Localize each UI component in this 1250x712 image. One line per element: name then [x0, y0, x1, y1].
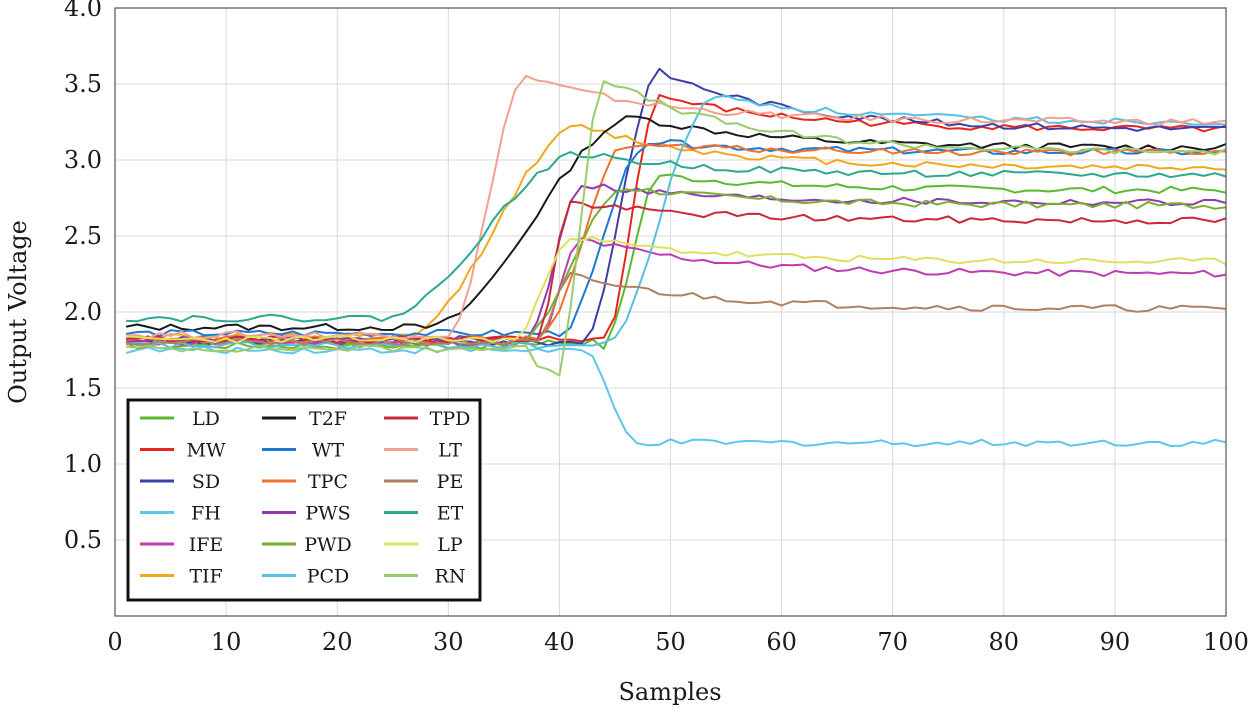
- x-axis-label: Samples: [618, 678, 721, 706]
- x-tick-label: 30: [433, 628, 464, 656]
- series-line-ld: [125, 173, 1227, 350]
- legend-label: RN: [435, 566, 466, 588]
- legend-label: IFE: [189, 534, 224, 556]
- legend-label: LD: [192, 408, 220, 430]
- legend-item: ET: [384, 503, 464, 525]
- legend-label: TPD: [430, 408, 471, 430]
- legend-item: LT: [384, 440, 462, 462]
- y-tick-label: 2.5: [64, 222, 102, 250]
- legend-label: T2F: [309, 408, 347, 430]
- y-tick-labels: 0.5 1.0 1.5 2.0 2.5 3.0 3.5 4.0: [64, 0, 102, 554]
- x-tick-label: 100: [1203, 628, 1249, 656]
- legend-label: LP: [437, 534, 463, 556]
- legend-box: [126, 398, 482, 602]
- series-lines: [125, 67, 1227, 448]
- legend-item: WT: [262, 440, 344, 462]
- legend-item: PCD: [262, 566, 349, 588]
- series-line-lt: [126, 74, 1227, 340]
- y-tick-label: 1.0: [64, 450, 102, 478]
- legend-item: T2F: [262, 408, 347, 430]
- x-tick-label: 20: [322, 628, 353, 656]
- series-line-pe: [126, 271, 1227, 347]
- legend-label: PWD: [304, 534, 352, 556]
- legend-label: FH: [191, 503, 221, 525]
- y-tick-label: 1.5: [64, 374, 102, 402]
- x-tick-label: 0: [107, 628, 122, 656]
- x-tick-label: 10: [211, 628, 242, 656]
- x-tick-label: 40: [544, 628, 575, 656]
- series-line-pwd: [125, 187, 1227, 350]
- legend-item: PE: [384, 471, 463, 493]
- x-tick-label: 50: [655, 628, 686, 656]
- legend-label: TIF: [189, 566, 222, 588]
- series-line-tif: [125, 124, 1227, 341]
- series-line-fh: [125, 345, 1227, 448]
- y-tick-label: 2.0: [64, 298, 102, 326]
- x-tick-labels: 0 10 20 30 40 50 60 70 80 90 100: [107, 628, 1249, 656]
- series-line-tpc: [125, 143, 1227, 344]
- series-line-pcd: [126, 94, 1227, 350]
- legend-label: PE: [437, 471, 464, 493]
- series-line-wt: [125, 139, 1227, 338]
- legend-item: IFE: [140, 534, 223, 556]
- legend-label: LT: [438, 440, 462, 462]
- legend-item: FH: [140, 503, 221, 525]
- legend-item: PWS: [262, 503, 351, 525]
- y-tick-label: 3.5: [64, 70, 102, 98]
- legend-item: LP: [384, 534, 463, 556]
- y-axis-label: Output Voltage: [4, 220, 32, 404]
- x-tick-label: 80: [989, 628, 1020, 656]
- legend-label: SD: [192, 471, 220, 493]
- series-line-et: [126, 151, 1227, 323]
- series-line-t2f: [125, 115, 1227, 332]
- legend-item: MW: [140, 440, 226, 462]
- legend-label: MW: [187, 440, 226, 462]
- legend-item: RN: [384, 566, 465, 588]
- x-tick-label: 60: [766, 628, 797, 656]
- legend-label: TPC: [308, 471, 348, 493]
- legend-label: ET: [437, 503, 464, 525]
- legend-item: LD: [140, 408, 220, 430]
- legend-label: PCD: [307, 566, 350, 588]
- x-tick-label: 70: [877, 628, 908, 656]
- legend: LD MW SD FH IFE TIF T2F WT TPC PWS PWD PCD TPD LT PE ET…: [126, 398, 482, 602]
- y-tick-label: 0.5: [64, 526, 102, 554]
- y-tick-label: 3.0: [64, 146, 102, 174]
- legend-label: WT: [312, 440, 345, 462]
- plot-frame: [114, 7, 1227, 617]
- legend-item: TIF: [140, 566, 223, 588]
- legend-item: PWD: [262, 534, 352, 556]
- legend-label: PWS: [305, 503, 350, 525]
- series-line-mw: [125, 94, 1227, 344]
- series-line-tpd: [126, 200, 1227, 344]
- series-line-lp: [126, 236, 1227, 344]
- legend-item: SD: [140, 471, 220, 493]
- legend-item: TPC: [262, 471, 348, 493]
- legend-item: TPD: [384, 408, 470, 430]
- y-tick-label: 4.0: [64, 0, 102, 22]
- series-line-rn: [126, 80, 1227, 377]
- x-tick-label: 90: [1100, 628, 1131, 656]
